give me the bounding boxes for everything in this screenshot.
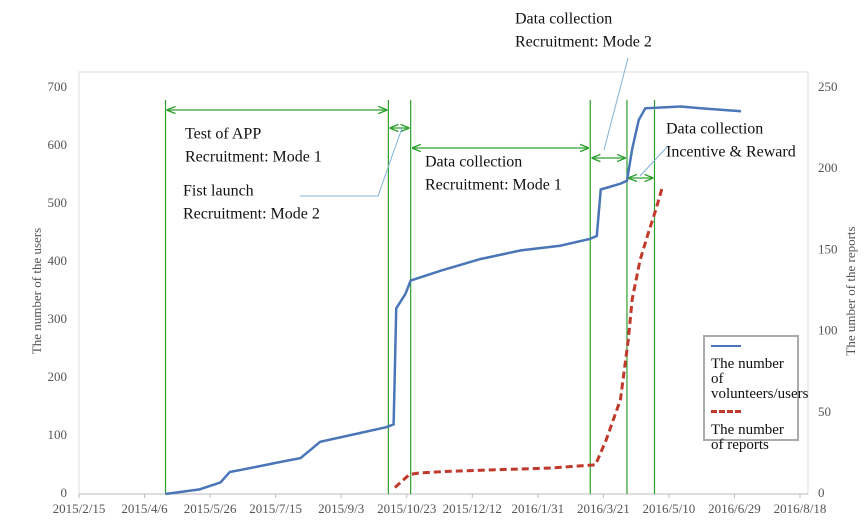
y2-tick-label: 50 [818, 404, 831, 419]
annotation: Data collection [425, 154, 522, 171]
annotation: Fist launch [183, 183, 254, 200]
annotation: Test of APP [185, 126, 261, 143]
x-tick-label: 2016/1/31 [511, 501, 564, 516]
legend-item: The number of reports [711, 410, 791, 453]
y-tick-label: 0 [61, 485, 68, 500]
x-tick-label: 2016/6/29 [708, 501, 761, 516]
y-tick-label: 500 [48, 195, 68, 210]
y-tick-label: 400 [48, 253, 68, 268]
x-tick-label: 2015/10/23 [377, 501, 436, 516]
y-tick-label: 700 [48, 79, 68, 94]
y-tick-label: 200 [48, 369, 68, 384]
leader-line [639, 145, 669, 177]
x-tick-label: 2015/12/12 [443, 501, 502, 516]
x-tick-label: 2015/5/26 [184, 501, 237, 516]
y2-tick-label: 100 [818, 323, 838, 338]
annotation: Recruitment: Mode 2 [515, 34, 652, 51]
annotation: Data collection [515, 11, 612, 28]
y2-axis-label: The umber of the reports [843, 226, 858, 355]
y-axis-label: The number of the users [29, 228, 44, 354]
x-tick-label: 2016/5/10 [643, 501, 696, 516]
legend: The number of volunteers/users The number… [703, 335, 809, 453]
leader-line [603, 57, 629, 151]
series-line [165, 105, 742, 496]
legend-item: The number of volunteers/users [711, 345, 809, 402]
y2-tick-label: 0 [818, 485, 825, 500]
annotation: Recruitment: Mode 1 [185, 149, 322, 166]
y2-tick-label: 250 [818, 79, 838, 94]
x-tick-label: 2015/9/3 [318, 501, 364, 516]
x-tick-label: 2015/7/15 [249, 501, 302, 516]
y-tick-label: 600 [48, 137, 68, 152]
x-tick-label: 2015/4/6 [121, 501, 168, 516]
leader-line [300, 127, 403, 197]
series-line [393, 186, 664, 489]
x-tick-label: 2015/2/15 [53, 501, 106, 516]
annotation: Incentive & Reward [666, 144, 796, 161]
annotation: Recruitment: Mode 1 [425, 177, 562, 194]
annotation: Recruitment: Mode 2 [183, 206, 320, 223]
y2-tick-label: 150 [818, 241, 838, 256]
x-tick-label: 2016/3/21 [577, 501, 630, 516]
legend-label: The number of volunteers/users [711, 356, 809, 402]
legend-swatch [711, 345, 741, 347]
legend-swatch [711, 410, 741, 413]
y-tick-label: 300 [48, 311, 68, 326]
legend-label: The number of reports [711, 422, 784, 453]
annotation: Data collection [666, 121, 763, 138]
x-tick-label: 2016/8/18 [774, 501, 827, 516]
y-tick-label: 100 [48, 427, 68, 442]
y2-tick-label: 200 [818, 160, 838, 175]
